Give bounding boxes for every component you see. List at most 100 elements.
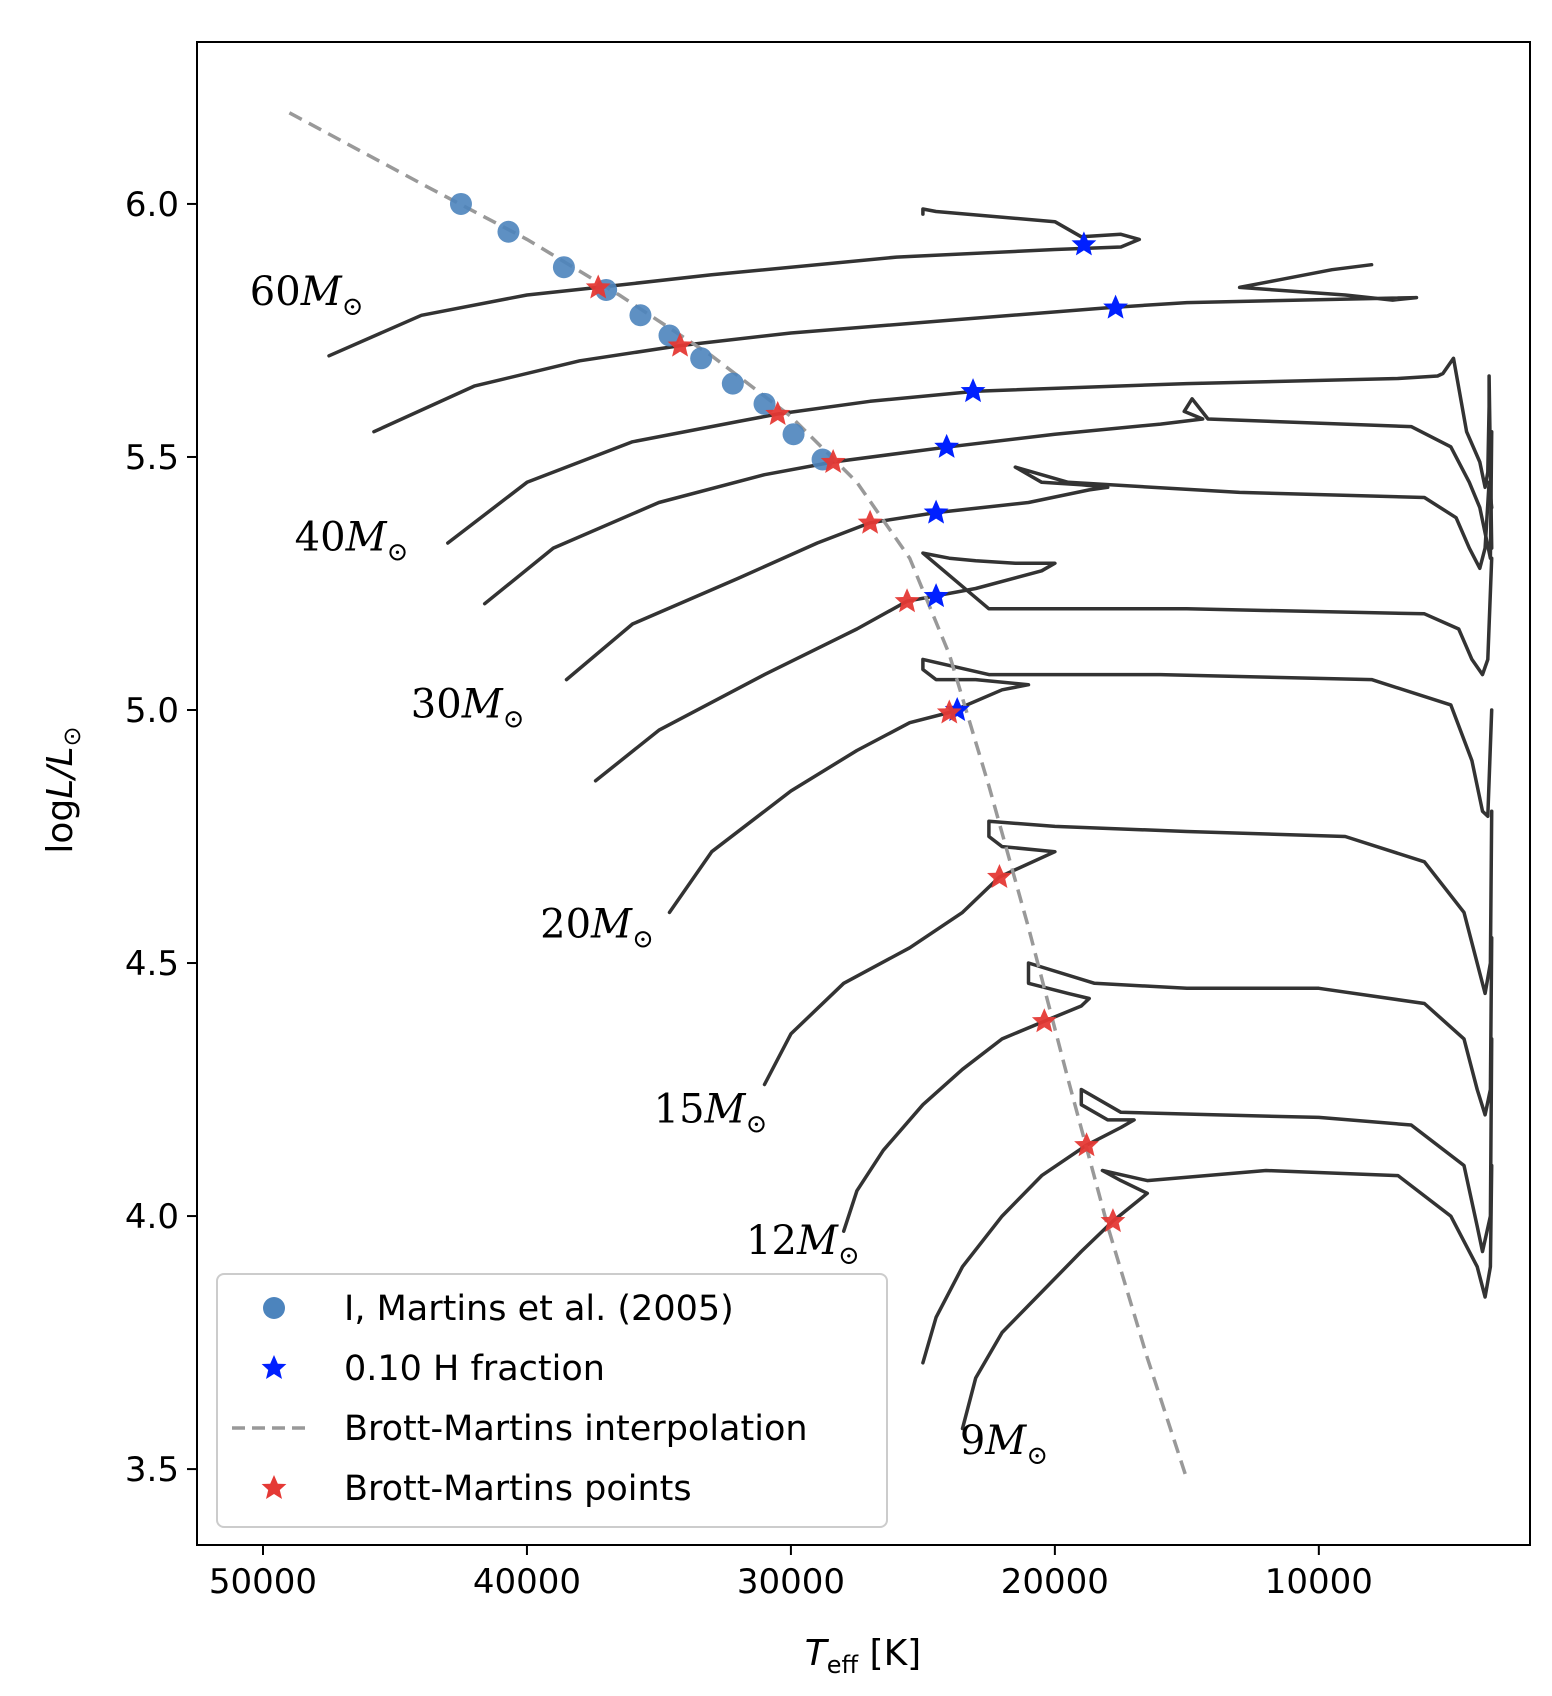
y-tick-label: 6.0 [125,185,179,225]
evolution-tracks [327,207,1494,1431]
evolution-track-7 [667,657,1494,915]
evolution-track-9 [841,935,1494,1233]
legend-box [216,1273,888,1528]
legend-marker-bm-points [261,1475,287,1499]
x-tick-label: 40000 [473,1562,581,1602]
mass-label-unit: M [704,1086,747,1132]
mass-label-sun: ⊙ [1026,1441,1048,1471]
martins-point [753,392,776,415]
mass-label-unit: M [590,902,633,948]
mass-label-9: 9M⊙ [960,1418,1048,1471]
h-fraction-point [923,499,949,524]
martins-point [629,304,652,327]
brott-martins-point [1031,1008,1057,1033]
martins-point [658,324,681,347]
x-tick-label: 10000 [1265,1562,1373,1602]
brott-martins-point [820,449,846,474]
h-fraction-point [923,583,949,608]
martins-point [497,220,520,243]
h-fraction-point [934,433,960,458]
y-axis-ticks: 3.5 4.0 4.5 5.0 5.5 6.0 [125,185,197,1490]
x-tick-label: 20000 [1001,1562,1109,1602]
y-tick-label: 5.0 [125,691,179,731]
legend-marker-martins [263,1297,285,1319]
mass-label-60: 60M⊙ [250,269,364,322]
evolution-track-2 [372,262,1419,434]
brott-martins-point [585,274,611,299]
evolution-track-1 [327,207,1142,358]
mass-label-15: 15M⊙ [654,1086,768,1139]
brott-martins-point [1100,1208,1126,1233]
mass-label-20: 20M⊙ [540,902,654,955]
evolution-track-4 [482,397,1494,606]
x-axis-label-main: T [805,1633,830,1674]
data-points-layer [449,192,1128,1233]
x-axis-label: Teff [K] [805,1633,921,1679]
mass-label-sun: ⊙ [838,1241,860,1271]
brott-martins-point [936,699,962,724]
mass-label-sun: ⊙ [503,705,525,735]
brott-martins-point [765,400,791,425]
legend: I, Martins et al. (2005) 0.10 H fraction… [216,1273,888,1528]
brott-martins-point [894,588,920,613]
martins-point [721,372,744,395]
interpolation-line [288,111,1189,1480]
mass-label-unit: M [984,1418,1027,1464]
mass-label-12: 12M⊙ [746,1218,860,1271]
x-tick-label: 50000 [209,1562,317,1602]
mass-label-40: 40M⊙ [295,515,409,568]
martins-point [690,347,713,370]
mass-label-sun: ⊙ [632,925,654,955]
mass-label-number: 60 [250,269,301,315]
evolution-track-6 [593,551,1494,783]
mass-label-number: 12 [746,1218,797,1264]
martins-point [782,423,805,446]
h-fraction-point [1071,231,1097,256]
x-axis-ticks: 50000 40000 30000 20000 10000 [209,1545,1373,1602]
martins-point [449,192,472,215]
legend-label-h-fraction: 0.10 H fraction [344,1349,605,1389]
brott-martins-point [667,332,693,357]
legend-marker-h-fraction [261,1355,287,1379]
martins-point [552,256,575,279]
mass-label-unit: M [796,1218,839,1264]
y-axis-label-italic: L/L [40,746,81,798]
evolution-track-3 [446,356,1494,550]
y-tick-label: 4.5 [125,944,179,984]
mass-label-number: 20 [540,902,591,948]
evolution-track-5 [564,465,1494,682]
legend-label-martins: I, Martins et al. (2005) [344,1289,734,1329]
y-tick-label: 3.5 [125,1450,179,1490]
mass-labels: 60M⊙40M⊙30M⊙20M⊙15M⊙12M⊙9M⊙ [250,269,1048,1471]
x-tick-label: 30000 [737,1562,845,1602]
mass-label-sun: ⊙ [387,538,409,568]
mass-label-sun: ⊙ [342,292,364,322]
mass-label-number: 15 [654,1086,705,1132]
y-axis-label-main: log [40,799,81,854]
mass-label-unit: M [345,515,388,561]
axes-frame [196,41,1531,1546]
mass-label-number: 9 [960,1418,985,1464]
brott-martins-point [987,864,1012,888]
h-fraction-point [960,378,986,403]
brott-martins-point [1074,1132,1099,1157]
mass-label-30: 30M⊙ [411,682,525,735]
y-tick-label: 4.0 [125,1197,179,1237]
y-axis-label: logL/L⊙ [40,726,86,853]
mass-label-number: 40 [295,515,346,561]
mass-label-unit: M [300,269,343,315]
legend-label-bm-points: Brott-Martins points [344,1469,692,1509]
y-tick-label: 5.5 [125,438,179,478]
mass-label-number: 30 [411,682,462,728]
mass-label-sun: ⊙ [746,1109,768,1139]
h-fraction-point [1103,294,1128,319]
interpolation-line-layer [288,111,1189,1480]
brott-martins-point [857,509,883,534]
mass-label-unit: M [461,682,504,728]
evolution-track-8 [762,809,1494,1087]
x-axis-label-unit: [K] [858,1633,921,1674]
x-axis-label-sub: eff [827,1651,859,1679]
evolution-track-10 [921,1037,1494,1365]
evolution-track-11 [960,1163,1494,1431]
